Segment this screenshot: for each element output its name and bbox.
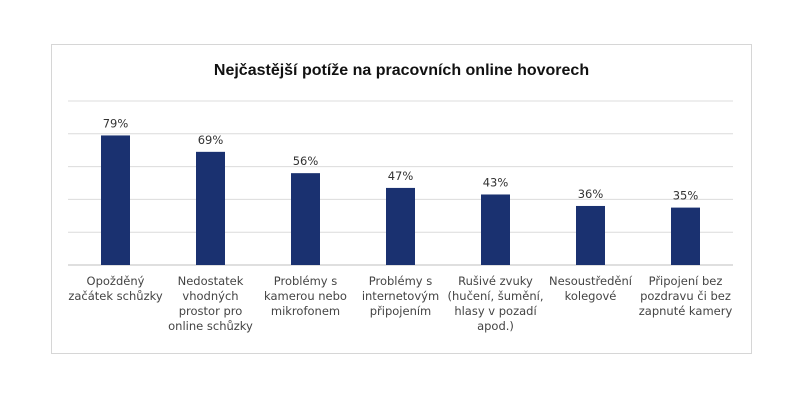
data-label: 43%	[483, 175, 509, 189]
bar	[291, 173, 320, 265]
data-label: 69%	[198, 133, 224, 147]
bar	[576, 205, 605, 265]
data-label: 56%	[293, 154, 319, 168]
data-label: 47%	[388, 169, 414, 183]
bar	[196, 151, 225, 265]
x-tick-label: Připojení bez pozdravu či bez zapnuté kame…	[639, 274, 733, 318]
x-tick-label: Problémy s internetovým připojením	[362, 274, 439, 318]
x-tick-label: Opožděný začátek schůzky	[68, 274, 163, 303]
x-tick-label: Rušivé zvuky (hučení, šumění, hlasy v poza…	[448, 274, 544, 333]
bar	[481, 194, 510, 265]
bar	[101, 135, 130, 265]
data-label: 35%	[673, 189, 699, 203]
bar	[386, 187, 415, 265]
x-tick-label: Nedostatek vhodných prostor pro online schů…	[168, 274, 253, 333]
x-tick-label: Problémy s kamerou nebo mikrofonem	[264, 274, 347, 318]
data-label: 79%	[103, 116, 129, 130]
x-tick-label: Nesoustředění kolegové	[549, 274, 633, 303]
chart-title: Nejčastější potíže na pracovních online …	[213, 62, 590, 79]
data-label: 36%	[578, 187, 604, 201]
bar	[671, 207, 700, 265]
